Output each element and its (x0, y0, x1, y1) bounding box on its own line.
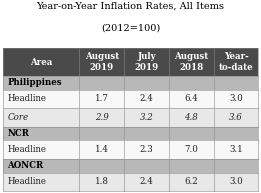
Text: NCR: NCR (7, 129, 29, 138)
Text: 3.6: 3.6 (229, 113, 243, 122)
Text: 1.8: 1.8 (95, 177, 109, 186)
Text: (2012=100): (2012=100) (101, 23, 160, 32)
Text: 2.4: 2.4 (140, 177, 153, 186)
Text: Headline: Headline (7, 94, 46, 103)
Text: Area: Area (30, 58, 52, 67)
Text: Headline: Headline (7, 145, 46, 154)
Text: 3.2: 3.2 (140, 113, 153, 122)
Text: AONCR: AONCR (7, 161, 43, 170)
Text: August
2019: August 2019 (85, 52, 119, 72)
Text: 3.0: 3.0 (229, 94, 243, 103)
Text: Core: Core (7, 113, 28, 122)
Text: 6.2: 6.2 (184, 177, 198, 186)
Text: Headline: Headline (7, 177, 46, 186)
Text: 3.0: 3.0 (229, 177, 243, 186)
Text: 2.9: 2.9 (95, 113, 109, 122)
Text: 1.4: 1.4 (95, 145, 109, 154)
Text: July
2019: July 2019 (134, 52, 158, 72)
Text: 6.4: 6.4 (184, 94, 198, 103)
Text: 2.4: 2.4 (140, 94, 153, 103)
Text: 1.7: 1.7 (95, 94, 109, 103)
Text: August
2018: August 2018 (174, 52, 208, 72)
Text: Philippines: Philippines (7, 78, 62, 87)
Text: 7.0: 7.0 (184, 145, 198, 154)
Text: Year-
to-date: Year- to-date (219, 52, 253, 72)
Text: 2.3: 2.3 (140, 145, 153, 154)
Text: 4.8: 4.8 (184, 113, 198, 122)
Text: 3.1: 3.1 (229, 145, 243, 154)
Text: Year-on-Year Inflation Rates, All Items: Year-on-Year Inflation Rates, All Items (37, 2, 224, 11)
